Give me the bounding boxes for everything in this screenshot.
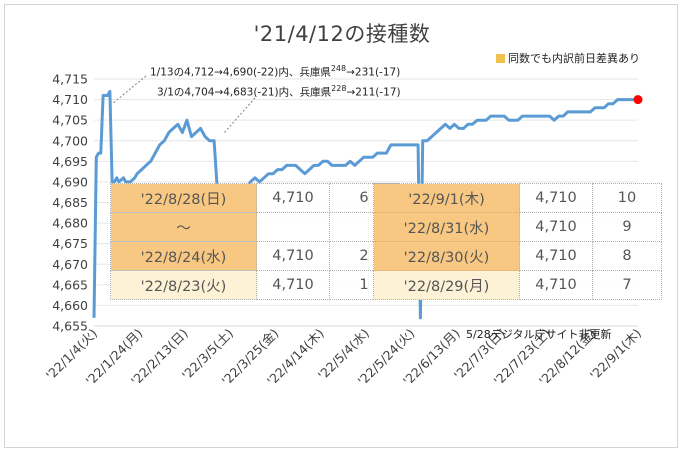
y-tick-label: 4,675 [52,236,88,251]
table-rank-cell: 10 [592,183,662,213]
table-date-cell: '22/8/23(火) [110,270,257,300]
last-point-marker [633,95,643,105]
table-rank-cell: 7 [592,270,662,300]
y-tick-label: 4,685 [52,195,88,210]
table-value-cell: 4,710 [256,270,330,300]
table-value-cell [256,212,330,242]
table-date-cell: '22/9/1(木) [373,183,520,213]
table-date-cell: 〜 [110,212,257,242]
table-value-cell: 4,710 [519,212,593,242]
annotation-2: 3/1の4,704→4,683(-21)内、兵庫県228→211(-17) [157,84,401,99]
table-date-cell: '22/8/30(火) [373,241,520,271]
legend-swatch [496,53,505,63]
annotation-leader-1 [111,75,147,105]
series-layer [92,89,643,320]
table-row: '22/8/24(水) 4,710 2 [110,241,399,271]
y-tick-label: 4,710 [52,92,88,107]
table-value-cell: 4,710 [519,270,593,300]
y-tick-label: 4,665 [52,277,88,292]
y-tick-label: 4,680 [52,216,88,231]
y-tick-label: 4,700 [52,133,88,148]
table-date-cell: '22/8/29(月) [373,270,520,300]
annotation-1: 1/13の4,712→4,690(-22)内、兵庫県248→231(-17) [150,64,401,79]
table-date-cell: '22/8/28(日) [110,183,257,213]
ranking-table-left: '22/8/28(日) 4,710 6 〜 '22/8/24(水) 4,710 … [110,183,399,300]
table-value-cell: 4,710 [519,183,593,213]
table-row: '22/8/23(火) 4,710 1 [110,270,399,300]
y-tick-label: 4,695 [52,154,88,169]
table-date-cell: '22/8/31(水) [373,212,520,242]
table-row: 〜 [110,212,399,242]
table-value-cell: 4,710 [256,183,330,213]
table-row: '22/8/29(月) 4,710 7 [373,270,662,300]
table-rank-cell: 9 [592,212,662,242]
chart-title: '21/4/12の接種数 [253,22,431,46]
annotation-leader-2 [223,97,256,134]
table-row: '22/8/28(日) 4,710 6 [110,183,399,213]
annotation-3: 5/28デジタル庁サイト非更新 [466,328,612,341]
annotation-leaders [111,75,256,134]
table-row: '22/8/30(火) 4,710 8 [373,241,662,271]
table-row: '22/9/1(木) 4,710 10 [373,183,662,213]
table-rank-cell: 8 [592,241,662,271]
y-tick-label: 4,670 [52,257,88,272]
y-tick-label: 4,705 [52,113,88,128]
table-value-cell: 4,710 [256,241,330,271]
series-line [92,89,638,320]
legend-note: 同数でも内訳前日差異あり [496,50,640,66]
table-date-cell: '22/8/24(水) [110,241,257,271]
y-tick-label: 4,715 [52,72,88,87]
table-row: '22/8/31(水) 4,710 9 [373,212,662,242]
table-value-cell: 4,710 [519,241,593,271]
y-tick-label: 4,690 [52,174,88,189]
legend-note-label: 同数でも内訳前日差異あり [508,52,640,65]
y-tick-label: 4,660 [52,298,88,313]
y-tick-label: 4,655 [52,319,88,334]
ranking-table-right: '22/9/1(木) 4,710 10 '22/8/31(水) 4,710 9 … [373,183,662,300]
y-axis: 4,655 4,660 4,665 4,670 4,675 4,680 4,685 4,690… [52,72,88,334]
